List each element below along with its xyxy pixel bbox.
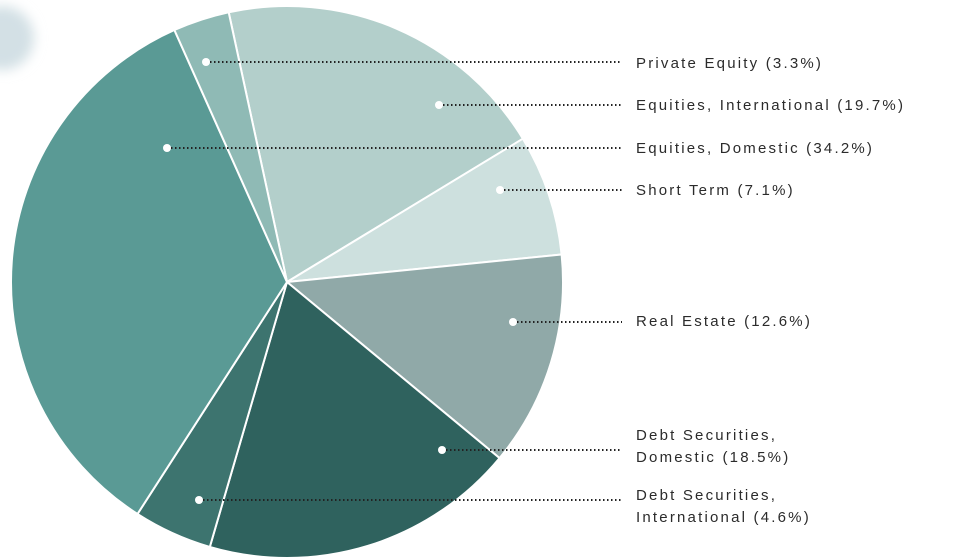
slice-label: Debt Securities, International (4.6%) [636, 487, 811, 526]
slice-label: Private Equity (3.3%) [636, 55, 824, 72]
pie-slice [208, 280, 501, 559]
leader-dot [496, 186, 504, 194]
pie-slice [10, 28, 289, 516]
decoration [0, 6, 34, 70]
slice-label: Short Term (7.1%) [636, 182, 795, 199]
slice-label: Real Estate (12.6%) [636, 313, 813, 330]
leader-dot [435, 101, 443, 109]
slice-label: Debt Securities, Domestic (18.5%) [636, 427, 791, 466]
leader-dot [202, 58, 210, 66]
slice-label: Equities, International (19.7%) [636, 97, 906, 114]
leader-dot [509, 318, 517, 326]
leader-dot [163, 144, 171, 152]
pie-slice [286, 137, 563, 283]
slice-label: Equities, Domestic (34.2%) [636, 140, 875, 157]
leader-dot [438, 446, 446, 454]
pie-slice [284, 253, 564, 460]
pie-slice [227, 5, 525, 284]
pie-slice [173, 11, 288, 283]
leader-dot [195, 496, 203, 504]
